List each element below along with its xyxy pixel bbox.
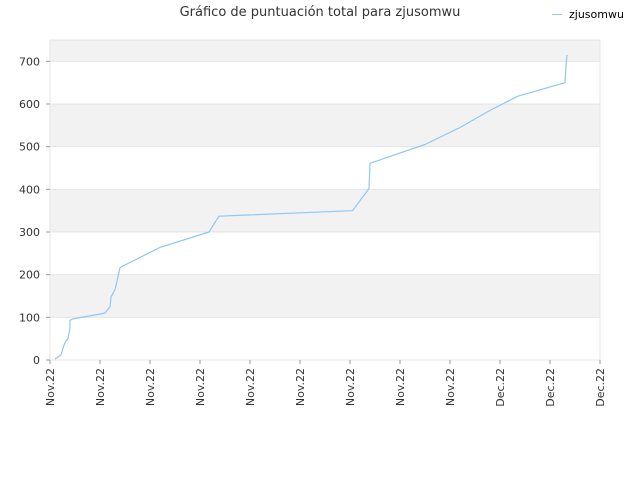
series-layer xyxy=(54,54,568,360)
grid-band xyxy=(50,317,600,360)
x-tick-label: Nov.22 xyxy=(144,368,157,406)
legend-label: zjusomwu xyxy=(569,8,624,21)
grid-band xyxy=(50,146,600,190)
x-tick-label: Nov.22 xyxy=(344,368,357,406)
plot-frame xyxy=(49,39,601,361)
x-tick-label: Dec.22 xyxy=(494,368,507,407)
x-tick-label: Nov.22 xyxy=(444,368,457,406)
y-tick-label: 600 xyxy=(19,98,40,111)
grid-band xyxy=(50,274,600,318)
grid-band xyxy=(50,61,600,104)
x-tick-label: Dec.22 xyxy=(594,368,607,407)
x-tick-label: Dec.22 xyxy=(544,368,557,407)
y-tick-label: 500 xyxy=(19,141,40,154)
series-line-zjusomwu xyxy=(54,54,568,360)
y-tick-label: 200 xyxy=(19,269,40,282)
x-tick-label: Nov.22 xyxy=(394,368,407,406)
y-tick-label: 300 xyxy=(19,226,40,239)
grid-band xyxy=(50,189,600,232)
chart-title: Gráfico de puntuación total para zjusomw… xyxy=(179,5,461,20)
x-tick-label: Nov.22 xyxy=(44,368,57,406)
grid-band xyxy=(50,232,600,275)
x-tick-label: Nov.22 xyxy=(94,368,107,406)
grid-bands xyxy=(50,40,600,360)
x-axis-ticks: Nov.22 Nov.22 Nov.22 Nov.22 Nov.22 Nov.22 Nov.… xyxy=(44,360,607,407)
x-tick-label: Nov.22 xyxy=(244,368,257,406)
y-tick-label: 100 xyxy=(19,311,40,324)
x-tick-label: Nov.22 xyxy=(194,368,207,406)
y-tick-label: 400 xyxy=(19,183,40,196)
grid-band xyxy=(50,104,600,147)
y-tick-label: 700 xyxy=(19,55,40,68)
grid-band xyxy=(50,40,600,62)
legend-swatch xyxy=(552,14,562,15)
y-tick-label: 0 xyxy=(33,354,40,367)
legend: zjusomwu xyxy=(552,8,624,21)
y-axis-ticks: 0 100 200 300 400 500 600 700 xyxy=(19,55,50,367)
x-tick-label: Nov.22 xyxy=(294,368,307,406)
